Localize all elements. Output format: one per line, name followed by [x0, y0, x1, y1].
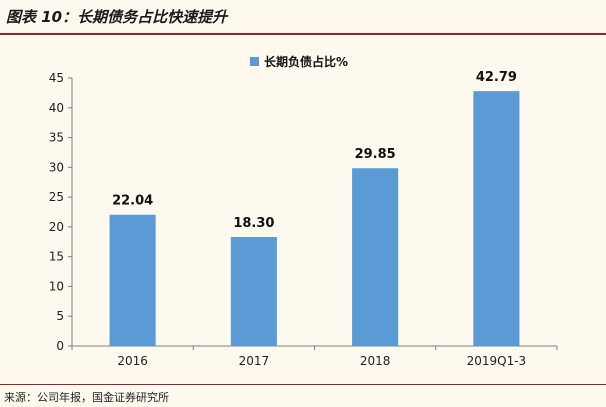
figure-title: 图表 10：长期债务占比快速提升 — [6, 8, 228, 26]
y-tick-label: 30 — [49, 160, 64, 174]
bar-2017 — [230, 237, 277, 346]
bottom-rule — [0, 384, 606, 385]
x-category-label: 2016 — [117, 354, 148, 368]
data-label: 22.04 — [112, 194, 153, 209]
bar-2019Q1-3 — [473, 91, 520, 347]
y-tick-label: 45 — [49, 71, 64, 85]
axes: 0 5 10 15 20 25 30 35 40 45 2016 2017 2018 2019Q1-3 — [49, 71, 558, 368]
x-category-label: 2018 — [360, 354, 391, 368]
bars: 22.04 18.30 29.85 42.79 — [109, 70, 520, 347]
data-label: 18.30 — [233, 216, 274, 231]
legend: 长期负债占比% — [250, 54, 348, 69]
bar-chart: 长期负债占比% 0 5 10 15 20 25 30 35 40 45 2016 2017 2018 20… — [49, 54, 558, 368]
bar-2018 — [352, 168, 399, 346]
y-tick-label: 20 — [49, 220, 64, 234]
y-tick-label: 35 — [49, 131, 64, 145]
y-tick-label: 10 — [49, 279, 64, 293]
x-category-label: 2019Q1-3 — [467, 354, 527, 368]
y-tick-label: 15 — [49, 250, 64, 264]
source-note: 来源：公司年报，国金证券研究所 — [4, 391, 169, 404]
legend-swatch — [250, 57, 259, 66]
y-tick-label: 0 — [56, 339, 64, 353]
y-tick-label: 40 — [49, 101, 64, 115]
y-tick-label: 25 — [49, 190, 64, 204]
legend-label: 长期负债占比% — [264, 54, 348, 69]
x-category-label: 2017 — [239, 354, 270, 368]
data-label: 42.79 — [476, 70, 517, 85]
title-rule — [0, 33, 606, 35]
bar-2016 — [109, 214, 156, 346]
data-label: 29.85 — [355, 147, 396, 162]
y-tick-label: 5 — [56, 309, 64, 323]
